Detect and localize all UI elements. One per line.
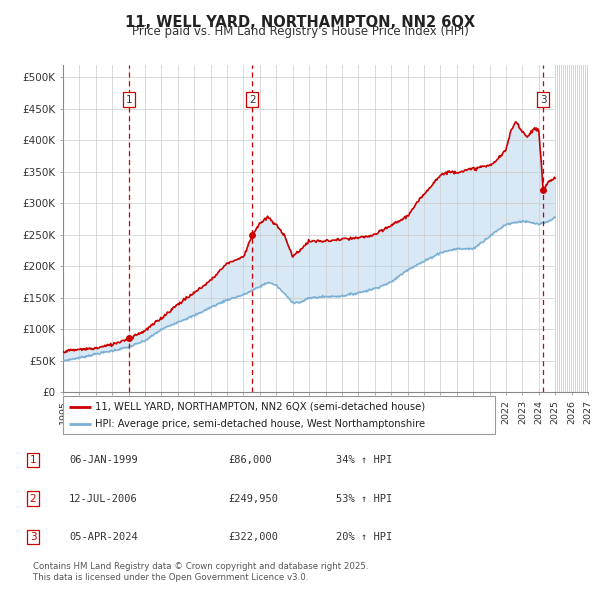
Text: 2: 2 <box>249 94 256 104</box>
Text: 53% ↑ HPI: 53% ↑ HPI <box>336 494 392 503</box>
Text: 3: 3 <box>29 532 37 542</box>
Text: HPI: Average price, semi-detached house, West Northamptonshire: HPI: Average price, semi-detached house,… <box>95 419 425 428</box>
Text: £322,000: £322,000 <box>228 532 278 542</box>
Text: Price paid vs. HM Land Registry's House Price Index (HPI): Price paid vs. HM Land Registry's House … <box>131 25 469 38</box>
Text: 12-JUL-2006: 12-JUL-2006 <box>69 494 138 503</box>
Text: 06-JAN-1999: 06-JAN-1999 <box>69 455 138 465</box>
Text: £249,950: £249,950 <box>228 494 278 503</box>
Text: 1: 1 <box>125 94 132 104</box>
Text: 11, WELL YARD, NORTHAMPTON, NN2 6QX: 11, WELL YARD, NORTHAMPTON, NN2 6QX <box>125 15 475 30</box>
Text: 34% ↑ HPI: 34% ↑ HPI <box>336 455 392 465</box>
Text: 2: 2 <box>29 494 37 503</box>
FancyBboxPatch shape <box>63 396 495 434</box>
Text: 3: 3 <box>540 94 547 104</box>
Bar <box>555 65 596 392</box>
Text: Contains HM Land Registry data © Crown copyright and database right 2025.
This d: Contains HM Land Registry data © Crown c… <box>33 562 368 582</box>
Text: 1: 1 <box>29 455 37 465</box>
Text: 11, WELL YARD, NORTHAMPTON, NN2 6QX (semi-detached house): 11, WELL YARD, NORTHAMPTON, NN2 6QX (sem… <box>95 402 425 411</box>
Text: 05-APR-2024: 05-APR-2024 <box>69 532 138 542</box>
Text: 20% ↑ HPI: 20% ↑ HPI <box>336 532 392 542</box>
Text: £86,000: £86,000 <box>228 455 272 465</box>
